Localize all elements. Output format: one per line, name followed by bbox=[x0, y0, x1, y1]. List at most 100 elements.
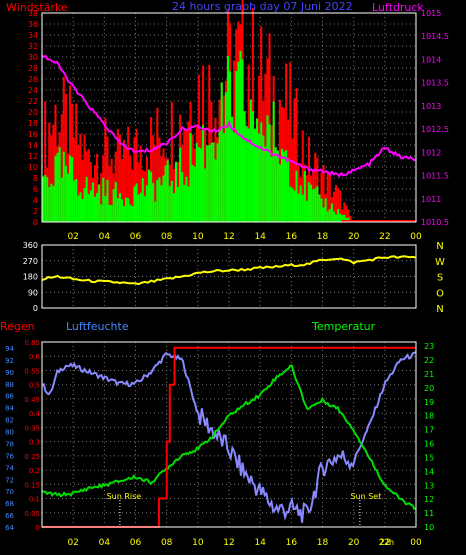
average-bar bbox=[143, 196, 146, 222]
average-bar bbox=[168, 186, 171, 222]
direction-y-tick-label: 270 bbox=[23, 257, 38, 266]
direction-line bbox=[41, 255, 417, 286]
average-bar bbox=[299, 185, 302, 222]
gust-bar bbox=[106, 136, 109, 222]
gust-bar bbox=[150, 117, 153, 222]
average-bar bbox=[201, 125, 205, 222]
rain-y-tick-label: 0.1 bbox=[29, 496, 40, 504]
gust-bar bbox=[110, 158, 113, 222]
average-bar bbox=[285, 150, 288, 222]
wind-frame bbox=[41, 12, 417, 223]
gust-bar bbox=[332, 191, 335, 222]
direction-y-tick-label: 90 bbox=[28, 288, 38, 297]
average-bar bbox=[42, 176, 45, 222]
gust-bar bbox=[129, 155, 132, 222]
average-bar bbox=[314, 188, 317, 222]
average-bar bbox=[129, 204, 132, 222]
humidity-y-tick-label: 82 bbox=[5, 417, 14, 425]
gust-bar bbox=[120, 159, 124, 222]
gust-bar bbox=[349, 216, 352, 222]
average-bar bbox=[297, 193, 300, 222]
average-bar bbox=[174, 161, 178, 222]
gust-bar bbox=[44, 101, 47, 222]
temperature-y-tick-label: 21 bbox=[424, 370, 434, 379]
average-bar bbox=[81, 199, 84, 222]
pressure-line bbox=[41, 54, 417, 178]
average-bar bbox=[118, 193, 121, 222]
chart-title: 24 hours graph day 07 Juni 2022 bbox=[172, 0, 353, 13]
gust-bar bbox=[64, 93, 67, 222]
rain-x-tick-label: 18 bbox=[317, 538, 329, 548]
average-bar bbox=[347, 217, 350, 222]
average-bar bbox=[295, 170, 298, 222]
pressure-y-tick-label: 1012 bbox=[421, 148, 441, 157]
panel-labels: Windstärke 24 hours graph day 07 Juni 20… bbox=[0, 0, 424, 333]
wind-y-tick-label: 26 bbox=[28, 75, 38, 84]
average-bar bbox=[270, 156, 273, 222]
wind-y-tick-label: 34 bbox=[28, 31, 38, 40]
wind-y-tick-label: 8 bbox=[33, 174, 38, 183]
rain-frame bbox=[41, 341, 417, 528]
temperature-y-tick-label: 11 bbox=[424, 509, 434, 518]
average-bar bbox=[326, 211, 329, 222]
average-bar bbox=[172, 193, 175, 222]
temperature-y-tick-label: 12 bbox=[424, 495, 434, 504]
average-bar bbox=[268, 124, 271, 222]
gust-bar bbox=[170, 101, 173, 222]
gust-bar bbox=[187, 121, 190, 222]
direction-y-tick-label: 0 bbox=[33, 304, 38, 313]
temperature-line bbox=[41, 364, 417, 510]
average-bar bbox=[280, 148, 284, 222]
temperature-y-tick-label: 16 bbox=[424, 440, 434, 449]
average-bar bbox=[224, 92, 227, 222]
gust-bar bbox=[307, 136, 311, 222]
average-bar bbox=[123, 206, 126, 222]
wind-y-tick-label: 18 bbox=[28, 119, 38, 128]
average-bar bbox=[312, 189, 315, 222]
rain-y-tick-label: 0.5 bbox=[29, 382, 40, 390]
wind-y-tick-label: 28 bbox=[28, 64, 38, 73]
average-bar bbox=[108, 204, 111, 222]
humidity-y-tick-label: 80 bbox=[5, 429, 14, 437]
average-bar bbox=[303, 171, 306, 222]
average-bar bbox=[343, 214, 346, 222]
temperature-y-tick-label: 22 bbox=[424, 356, 434, 365]
wind-x-tick-label: 06 bbox=[130, 232, 142, 242]
average-bar bbox=[179, 147, 182, 222]
humidity-y-tick-label: 90 bbox=[5, 369, 14, 377]
wind-y-tick-label: 6 bbox=[33, 185, 38, 194]
wind-x-tick-label: 14 bbox=[254, 232, 266, 242]
humidity-y-tick-label: 66 bbox=[5, 512, 14, 520]
average-bar bbox=[339, 213, 342, 222]
average-bar bbox=[150, 171, 153, 222]
average-bar bbox=[249, 99, 252, 222]
humidity-y-tick-label: 84 bbox=[5, 405, 14, 413]
humidity-y-tick-label: 86 bbox=[5, 393, 14, 401]
average-bar bbox=[71, 157, 74, 222]
gust-bar bbox=[79, 133, 82, 222]
average-bar bbox=[287, 158, 290, 222]
gust-bar bbox=[125, 148, 128, 222]
direction-y-tick-label: 360 bbox=[23, 241, 38, 250]
gust-bar bbox=[320, 172, 323, 222]
average-bar bbox=[160, 185, 163, 222]
average-bar bbox=[204, 168, 207, 222]
gust-bar bbox=[305, 175, 308, 222]
humidity-line bbox=[41, 351, 417, 523]
gust-bar bbox=[100, 172, 103, 222]
wind-y-tick-label: 38 bbox=[28, 9, 38, 18]
average-bar bbox=[62, 151, 65, 222]
wind-x-tick-label: 20 bbox=[348, 232, 360, 242]
average-bar bbox=[208, 145, 211, 222]
gust-bar bbox=[69, 85, 72, 222]
rain-y-tick-label: 0.4 bbox=[29, 410, 41, 418]
rain-x-tick-label: 02 bbox=[67, 538, 78, 548]
sunrise-label: Sun Rise bbox=[107, 492, 142, 501]
gust-bar bbox=[75, 103, 78, 222]
average-bar bbox=[185, 176, 188, 222]
gust-bar bbox=[289, 62, 292, 222]
gust-bar bbox=[50, 135, 53, 222]
average-bar bbox=[332, 211, 335, 222]
average-bar bbox=[77, 195, 80, 222]
average-bar bbox=[291, 187, 294, 222]
